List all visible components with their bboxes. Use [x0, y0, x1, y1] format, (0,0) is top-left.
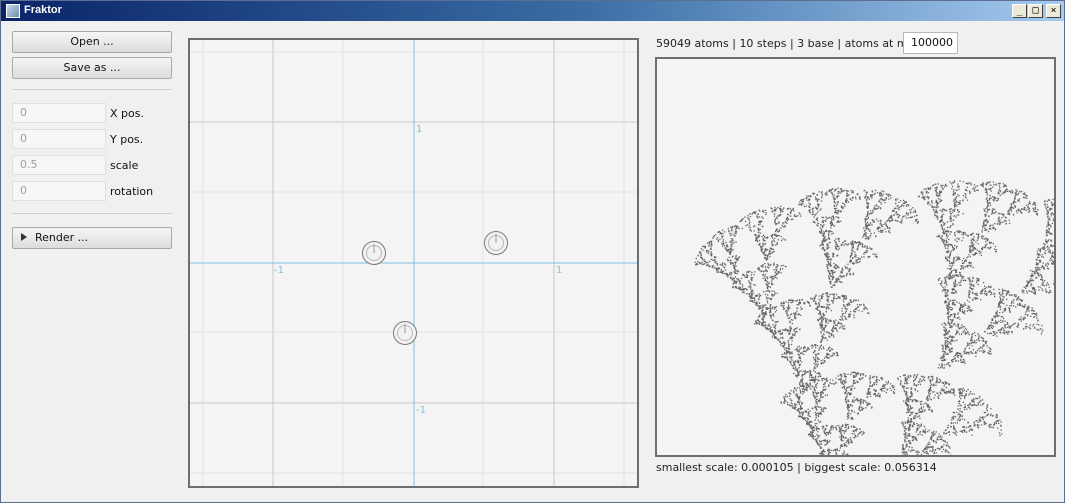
- transform-handle[interactable]: [362, 241, 386, 265]
- steps-count: 10 steps: [739, 37, 787, 50]
- main-content: Open ... Save as ... 0 X pos. 0 Y pos. 0…: [2, 22, 1064, 502]
- transform-handle[interactable]: [393, 321, 417, 345]
- scale-stats: smallest scale: 0.000105 | biggest scale…: [656, 461, 937, 474]
- close-button[interactable]: ×: [1046, 4, 1061, 18]
- scale-label: scale: [110, 159, 139, 172]
- divider: [12, 213, 172, 214]
- base-count: 3 base: [797, 37, 834, 50]
- y-pos-input[interactable]: 0: [12, 129, 106, 149]
- save-as-button[interactable]: Save as ...: [12, 57, 172, 79]
- render-button[interactable]: Render ...: [12, 227, 172, 249]
- open-button[interactable]: Open ...: [12, 31, 172, 53]
- scale-input[interactable]: 0.5: [12, 155, 106, 175]
- window-title: Fraktor: [24, 4, 62, 16]
- atoms-count: 59049 atoms: [656, 37, 729, 50]
- x-pos-label: X pos.: [110, 107, 144, 120]
- axis-label-y-pos: 1: [416, 124, 422, 135]
- transform-editor-canvas[interactable]: 1 -1 -1 1: [188, 38, 639, 488]
- y-pos-label: Y pos.: [110, 133, 144, 146]
- biggest-scale: biggest scale: 0.056314: [804, 461, 937, 474]
- divider: [12, 89, 172, 90]
- fractal-points: [694, 180, 1054, 455]
- fractal-render-view: [655, 57, 1056, 457]
- x-pos-input[interactable]: 0: [12, 103, 106, 123]
- axis-label-x-neg: -1: [274, 265, 284, 276]
- transform-handle[interactable]: [484, 231, 508, 255]
- maximize-button[interactable]: □: [1028, 4, 1043, 18]
- axes: [190, 40, 637, 486]
- expand-arrow-icon: [21, 233, 27, 241]
- rotation-input[interactable]: 0: [12, 181, 106, 201]
- title-bar[interactable]: Fraktor _ □ ×: [1, 1, 1064, 21]
- rotation-label: rotation: [110, 185, 154, 198]
- render-stats: 59049 atoms | 10 steps | 3 base | atoms …: [656, 37, 929, 50]
- atoms-max-input[interactable]: 100000: [903, 32, 958, 54]
- minimize-button[interactable]: _: [1012, 4, 1027, 18]
- render-label: Render ...: [35, 231, 89, 244]
- fractal-image: [694, 180, 1054, 455]
- smallest-scale: smallest scale: 0.000105: [656, 461, 794, 474]
- app-icon: [6, 4, 20, 18]
- axis-label-y-neg: -1: [416, 405, 426, 416]
- axis-label-x-pos: 1: [556, 265, 562, 276]
